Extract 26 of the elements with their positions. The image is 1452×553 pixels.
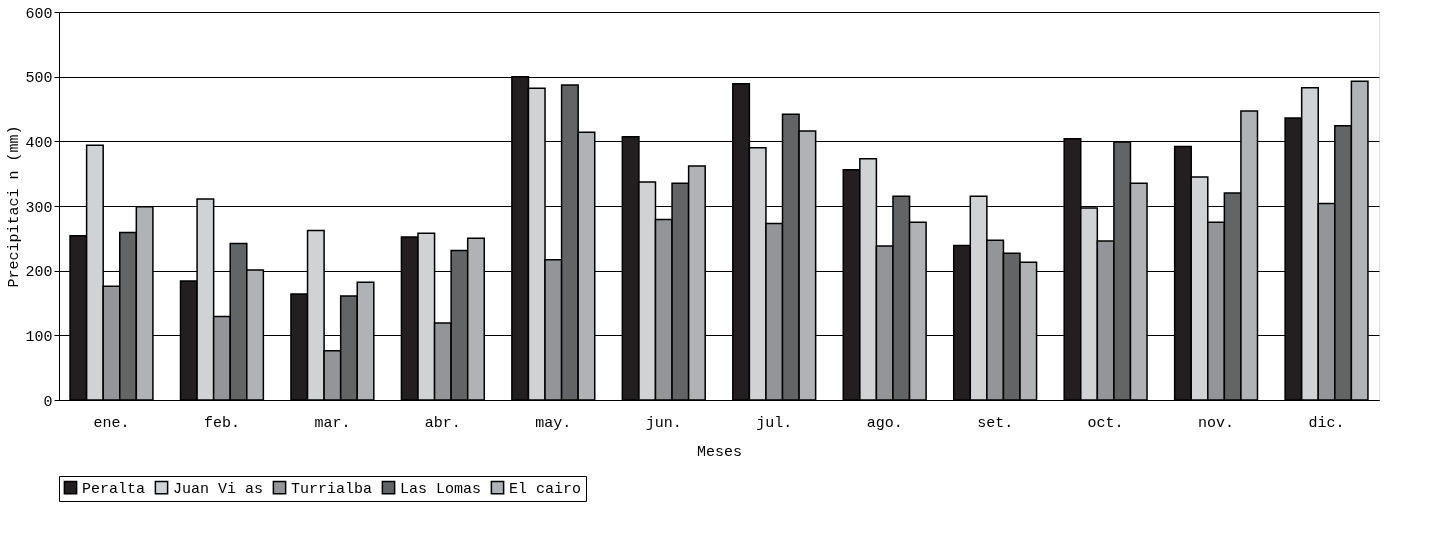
x-tick-label: ago. bbox=[866, 414, 903, 432]
x-tick-label: ene. bbox=[93, 414, 130, 432]
y-tick-label: 400 bbox=[25, 134, 53, 152]
y-tick-label: 0 bbox=[43, 393, 53, 411]
x-tick-label: jun. bbox=[645, 414, 682, 432]
x-tick-label: jul. bbox=[756, 414, 793, 432]
y-tick-label: 100 bbox=[25, 328, 53, 346]
x-tick-label: feb. bbox=[203, 414, 240, 432]
legend-label: Juan Vi as bbox=[173, 480, 264, 498]
x-tick-label: oct. bbox=[1087, 414, 1124, 432]
legend-label: El cairo bbox=[509, 480, 582, 498]
x-tick-label: dic. bbox=[1308, 414, 1345, 432]
legend-label: Peralta bbox=[82, 480, 146, 498]
y-axis-title: Precipitaci n (mm) bbox=[6, 125, 24, 288]
x-tick-label: may. bbox=[535, 414, 572, 432]
y-tick-label: 300 bbox=[25, 199, 53, 217]
legend-label: Las Lomas bbox=[400, 480, 482, 498]
x-axis-title: Meses bbox=[696, 443, 743, 461]
y-tick-label: 600 bbox=[25, 5, 53, 23]
x-tick-label: set. bbox=[977, 414, 1014, 432]
y-tick-label: 200 bbox=[25, 264, 53, 282]
y-tick-label: 500 bbox=[25, 70, 53, 88]
x-tick-label: abr. bbox=[424, 414, 461, 432]
x-tick-label: nov. bbox=[1198, 414, 1235, 432]
legend-label: Turrialba bbox=[291, 480, 373, 498]
x-tick-label: mar. bbox=[314, 414, 351, 432]
